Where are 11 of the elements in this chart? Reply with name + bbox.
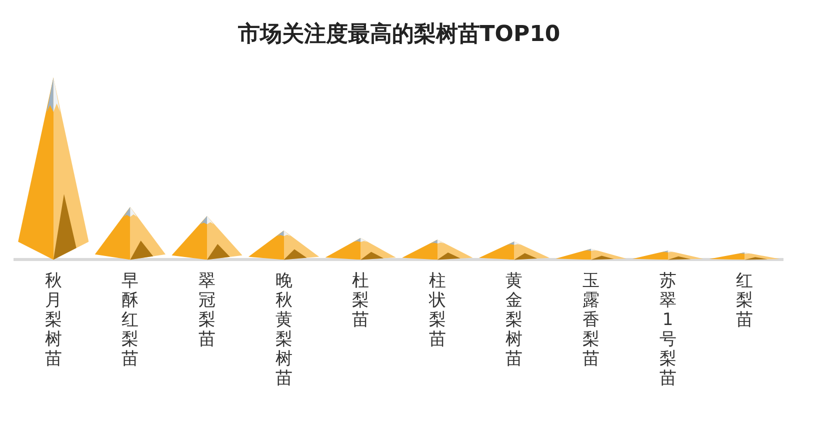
x-tick-label: 柱状梨苗 [428, 270, 446, 350]
chart-title: 市场关注度最高的梨树苗TOP10 [236, 20, 560, 47]
x-tick-label: 秋月梨树苗 [44, 270, 62, 370]
x-tick-label: 黄金梨树苗 [506, 270, 523, 370]
x-tick-label: 红梨苗 [736, 270, 754, 330]
x-tick-label: 杜梨苗 [352, 270, 370, 330]
x-tick-label: 晚秋黄梨树苗 [275, 270, 292, 389]
x-tick-label: 苏翠1号梨苗 [659, 270, 676, 389]
x-tick-label: 玉露香梨苗 [582, 270, 600, 370]
x-tick-label: 早酥红梨苗 [122, 270, 139, 370]
x-tick-label: 翠冠梨苗 [198, 270, 216, 350]
